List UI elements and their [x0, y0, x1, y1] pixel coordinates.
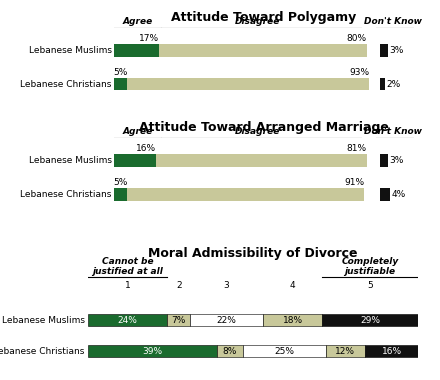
Bar: [88, 345, 217, 357]
Bar: [380, 154, 388, 167]
Text: 5%: 5%: [113, 68, 128, 77]
Text: 5%: 5%: [113, 178, 128, 187]
Text: Lebanese Christians: Lebanese Christians: [0, 347, 85, 356]
Text: 80%: 80%: [347, 34, 367, 43]
Text: 16%: 16%: [381, 347, 402, 356]
Text: 16%: 16%: [136, 144, 156, 153]
Text: Completely
justifiable: Completely justifiable: [341, 257, 399, 276]
Text: 18%: 18%: [282, 316, 303, 325]
Bar: [88, 314, 167, 326]
Text: Don't Know: Don't Know: [364, 127, 422, 136]
Text: 2%: 2%: [386, 79, 400, 89]
Bar: [323, 314, 418, 326]
Bar: [380, 44, 388, 57]
Text: 29%: 29%: [360, 316, 380, 325]
Text: Disagree: Disagree: [235, 127, 280, 136]
Text: 3%: 3%: [389, 156, 403, 165]
Text: 3%: 3%: [389, 46, 403, 55]
Text: Lebanese Muslims: Lebanese Muslims: [29, 46, 112, 55]
Bar: [159, 44, 367, 57]
Bar: [380, 78, 385, 90]
Text: 7%: 7%: [172, 316, 186, 325]
Text: 22%: 22%: [216, 316, 237, 325]
Bar: [156, 154, 367, 167]
Bar: [114, 154, 156, 167]
Title: Moral Admissibility of Divorce: Moral Admissibility of Divorce: [148, 247, 358, 260]
Text: 2: 2: [176, 281, 182, 290]
Text: 81%: 81%: [347, 144, 367, 153]
Text: 39%: 39%: [142, 347, 162, 356]
Bar: [365, 345, 418, 357]
Text: 24%: 24%: [117, 316, 138, 325]
Bar: [217, 345, 243, 357]
Text: 5: 5: [367, 281, 373, 290]
Text: 4: 4: [290, 281, 295, 290]
Text: Lebanese Christians: Lebanese Christians: [20, 79, 112, 89]
Text: 8%: 8%: [223, 347, 237, 356]
Text: Agree: Agree: [123, 17, 153, 26]
Text: Lebanese Muslims: Lebanese Muslims: [2, 316, 85, 325]
Text: Don't Know: Don't Know: [364, 17, 422, 26]
Text: Agree: Agree: [123, 127, 153, 136]
Bar: [167, 314, 191, 326]
Title: Attitude Toward Arranged Marriage: Attitude Toward Arranged Marriage: [139, 121, 389, 134]
Text: Disagree: Disagree: [235, 17, 280, 26]
Bar: [128, 188, 364, 201]
Bar: [128, 78, 369, 90]
Bar: [263, 314, 323, 326]
Bar: [380, 188, 390, 201]
Text: 12%: 12%: [335, 347, 356, 356]
Bar: [326, 345, 365, 357]
Bar: [114, 44, 159, 57]
Text: 4%: 4%: [392, 190, 406, 199]
Text: 3: 3: [224, 281, 230, 290]
Bar: [114, 78, 128, 90]
Text: Cannot be
justified at all: Cannot be justified at all: [92, 257, 163, 276]
Text: 91%: 91%: [344, 178, 364, 187]
Text: Lebanese Muslims: Lebanese Muslims: [29, 156, 112, 165]
Title: Attitude Toward Polygamy: Attitude Toward Polygamy: [171, 11, 357, 24]
Text: Lebanese Christians: Lebanese Christians: [20, 190, 112, 199]
Text: 1: 1: [125, 281, 131, 290]
Text: 17%: 17%: [139, 34, 159, 43]
Bar: [114, 188, 128, 201]
Text: 93%: 93%: [349, 68, 369, 77]
Bar: [243, 345, 326, 357]
Bar: [191, 314, 263, 326]
Text: 25%: 25%: [275, 347, 294, 356]
